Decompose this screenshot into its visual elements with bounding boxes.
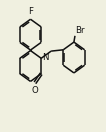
- Text: N: N: [43, 53, 49, 62]
- Text: Br: Br: [75, 26, 85, 35]
- Text: O: O: [31, 86, 38, 95]
- Text: F: F: [28, 7, 33, 16]
